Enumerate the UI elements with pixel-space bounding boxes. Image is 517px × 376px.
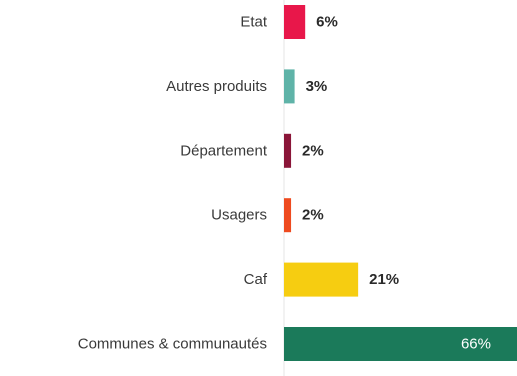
bar-autres-produits	[284, 69, 295, 104]
category-label-etat: Etat	[240, 14, 268, 31]
bar-communes-communautes	[284, 327, 517, 361]
value-label-usagers: 2%	[302, 207, 324, 224]
category-label-communes-communautes: Communes & communautés	[78, 336, 267, 353]
value-label-departement: 2%	[302, 142, 324, 159]
bar-departement	[284, 133, 292, 168]
value-label-caf: 21%	[369, 271, 399, 288]
bar-etat	[284, 5, 306, 39]
category-label-usagers: Usagers	[211, 207, 267, 224]
category-label-caf: Caf	[244, 271, 268, 288]
value-label-autres-produits: 3%	[306, 78, 328, 95]
bar-caf	[284, 262, 359, 297]
bars	[284, 5, 517, 361]
value-label-communes-communautes: 66%	[461, 336, 491, 353]
bar-usagers	[284, 198, 292, 233]
category-label-departement: Département	[180, 142, 268, 159]
labels: Etat 6% Autres produits 3% Département 2% Usag…	[78, 14, 491, 353]
value-label-etat: 6%	[316, 14, 338, 31]
category-label-autres-produits: Autres produits	[166, 78, 267, 95]
